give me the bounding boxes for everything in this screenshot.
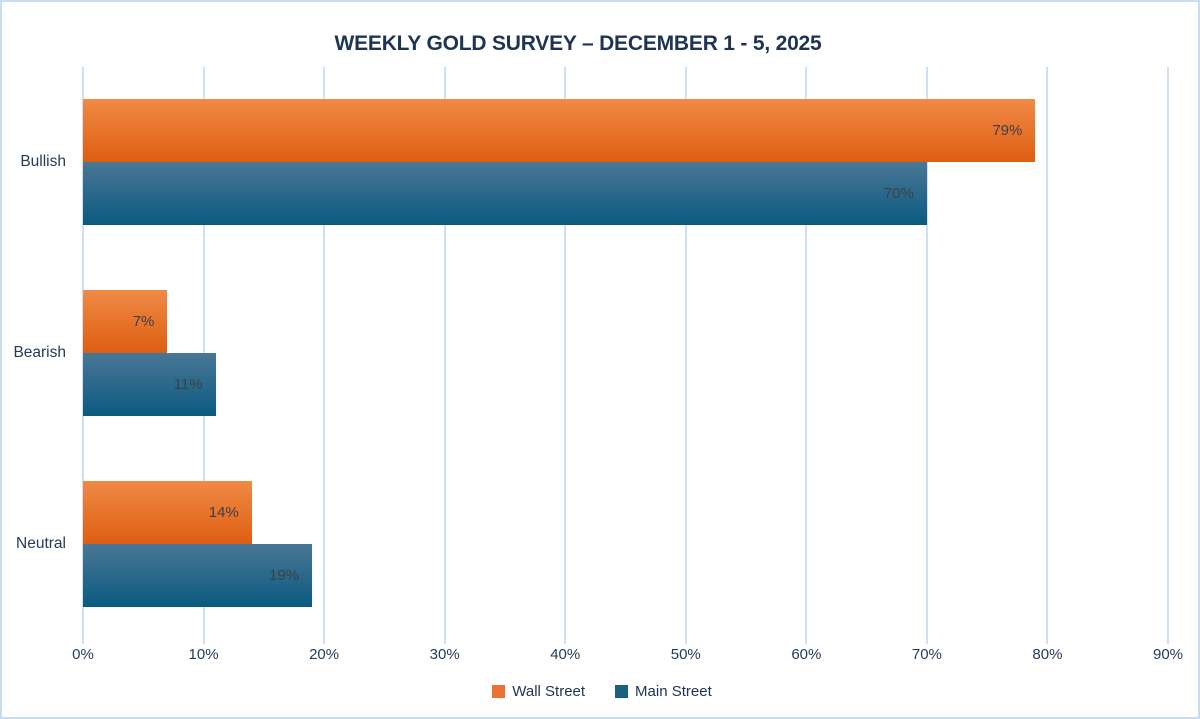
gridline-20 <box>323 67 326 644</box>
legend-swatch-icon <box>492 685 506 698</box>
bar-bullish-wall-street[interactable]: 79% <box>83 99 1036 163</box>
x-tick-label-30: 30% <box>429 646 460 663</box>
x-tick-label-60: 60% <box>791 646 822 663</box>
bar-bearish-wall-street[interactable]: 7% <box>83 290 168 353</box>
x-tick-label-80: 80% <box>1032 646 1063 663</box>
x-tick-label-0: 0% <box>72 646 94 663</box>
legend-label: Main Street <box>635 683 712 700</box>
chart-title: WEEKLY GOLD SURVEY – DECEMBER 1 - 5, 202… <box>334 32 822 55</box>
x-tick-label-90: 90% <box>1152 646 1184 663</box>
legend: Wall Street Main Street <box>2 683 1198 700</box>
x-tick-label-40: 40% <box>550 646 581 663</box>
data-label: 79% <box>992 122 1023 140</box>
legend-label: Wall Street <box>512 683 586 700</box>
gridline-80 <box>1046 67 1049 644</box>
x-tick-label-50: 50% <box>670 646 701 663</box>
gridline-40 <box>564 67 567 644</box>
bar-neutral-main-street[interactable]: 19% <box>83 543 313 607</box>
bar-bearish-main-street[interactable]: 11% <box>83 353 216 416</box>
gridline-70 <box>925 67 928 644</box>
bar-bullish-main-street[interactable]: 70% <box>83 162 927 226</box>
data-label: 11% <box>173 376 203 393</box>
category-label-neutral: Neutral <box>16 534 66 552</box>
x-tick-label-70: 70% <box>911 646 942 663</box>
legend-item-main-street[interactable]: Main Street <box>615 683 712 700</box>
data-label: 19% <box>269 566 300 584</box>
data-label: 14% <box>208 503 239 521</box>
gridline-30 <box>443 67 446 644</box>
category-label-bullish: Bullish <box>20 153 66 171</box>
gridline-90 <box>1167 67 1169 644</box>
data-label: 7% <box>132 313 155 330</box>
x-tick-label-20: 20% <box>309 646 340 663</box>
bar-neutral-wall-street[interactable]: 14% <box>83 480 252 544</box>
legend-swatch-icon <box>615 685 629 698</box>
gridline-50 <box>684 67 687 644</box>
x-tick-label-10: 10% <box>188 646 219 663</box>
category-label-bearish: Bearish <box>13 344 66 361</box>
data-label: 70% <box>883 185 914 203</box>
gridline-60 <box>805 67 808 644</box>
legend-item-wall-street[interactable]: Wall Street <box>492 683 585 700</box>
plot-area: 79% 70% 7% 11% 14% 19% <box>82 67 1169 644</box>
